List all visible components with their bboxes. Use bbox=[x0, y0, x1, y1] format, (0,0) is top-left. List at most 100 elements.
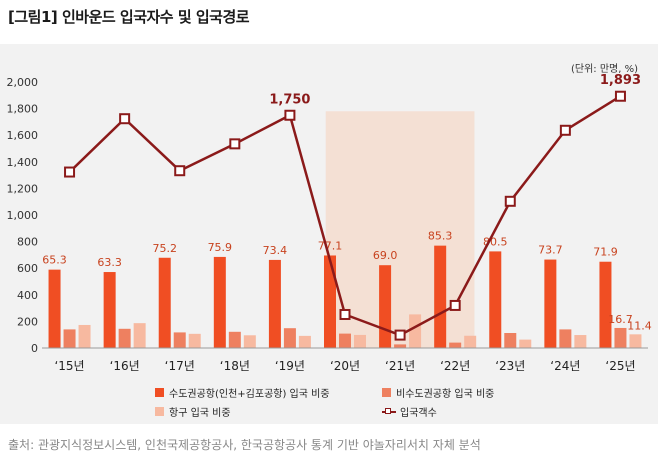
bar-metro bbox=[489, 251, 502, 348]
bar-data-label: 75.2 bbox=[152, 242, 177, 255]
x-tick-label: ‘19년 bbox=[275, 359, 305, 373]
legend-swatch bbox=[382, 388, 391, 397]
bar-port bbox=[298, 335, 311, 348]
source-note: 출처: 관광지식정보시스템, 인천국제공항공사, 한국공항공사 통계 기반 야놀… bbox=[8, 438, 481, 452]
y-tick-label: 400 bbox=[17, 289, 38, 302]
bar-metro bbox=[544, 259, 557, 348]
bar-port bbox=[78, 324, 91, 348]
bar-data-label: 71.9 bbox=[593, 246, 618, 259]
x-tick-label: ‘21년 bbox=[385, 359, 415, 373]
bar-metro bbox=[158, 257, 171, 348]
legend-item-nonmetro: 비수도권공항 입국 비중 bbox=[382, 385, 494, 400]
bar-nonmetro bbox=[283, 328, 296, 348]
bar-data-label: 77.1 bbox=[318, 239, 343, 252]
bar-metro bbox=[103, 272, 116, 348]
x-tick-label: ‘15년 bbox=[54, 359, 84, 373]
y-tick-label: 600 bbox=[17, 262, 38, 275]
y-tick-label: 1,400 bbox=[7, 156, 39, 169]
y-tick-label: 1,000 bbox=[7, 209, 39, 222]
y-tick-label: 800 bbox=[17, 236, 38, 249]
legend-label: 입국객수 bbox=[400, 408, 437, 419]
x-axis: ‘15년 ‘16년 ‘17년 ‘18년 ‘19년 ‘20년 ‘21년 ‘22년 ‘23년 ‘24년… bbox=[42, 347, 648, 373]
legend-item-metro: 수도권공항(인천+김포공항) 입국 비중 bbox=[155, 385, 330, 400]
legend-item-port: 항구 입국 비중 bbox=[155, 404, 231, 419]
bar-labels: 65.3 63.375.2 75.9 73.4 77.169.085.3 80.573.7… bbox=[42, 230, 651, 333]
bar-nonmetro bbox=[394, 344, 407, 348]
line-point bbox=[394, 329, 406, 341]
line-point bbox=[64, 166, 76, 178]
legend-line-marker bbox=[382, 407, 396, 416]
x-tick-label: ‘22년 bbox=[440, 359, 470, 373]
bar-port bbox=[133, 323, 146, 348]
y-tick-label: 200 bbox=[17, 315, 38, 328]
bar-data-label: 65.3 bbox=[42, 254, 67, 267]
bar-nonmetro bbox=[118, 328, 131, 348]
line-point bbox=[174, 165, 186, 177]
bar-metro bbox=[48, 269, 61, 348]
bar-port bbox=[629, 334, 642, 348]
line-point bbox=[559, 124, 571, 136]
bar-data-label: 85.3 bbox=[428, 230, 453, 243]
bar-port bbox=[409, 314, 422, 348]
line-point bbox=[284, 109, 296, 121]
bar-data-label: 69.0 bbox=[373, 249, 398, 262]
line-point bbox=[449, 299, 461, 311]
bar-nonmetro bbox=[173, 332, 186, 348]
bar-data-label: 11.4 bbox=[627, 319, 652, 332]
bar-data-label: 73.7 bbox=[538, 244, 563, 257]
bar-nonmetro bbox=[449, 342, 462, 348]
legend-label: 항구 입국 비중 bbox=[169, 408, 231, 419]
unit-note: (단위: 만명, %) bbox=[570, 64, 638, 75]
bar-metro bbox=[599, 261, 612, 348]
bar-port bbox=[464, 335, 477, 348]
bar-metro bbox=[434, 245, 447, 348]
legend-label: 비수도권공항 입국 비중 bbox=[396, 389, 495, 400]
x-tick-label: ‘20년 bbox=[330, 359, 360, 373]
chart-svg: 0 200 400 600 800 1,000 1,200 1,400 1,600 1,800 2,… bbox=[7, 73, 652, 373]
y-tick-label: 1,600 bbox=[7, 129, 39, 142]
line-point bbox=[614, 90, 626, 102]
x-tick-label: ‘18년 bbox=[220, 359, 250, 373]
legend-label: 수도권공항(인천+김포공항) 입국 비중 bbox=[169, 389, 330, 400]
line-point bbox=[339, 308, 351, 320]
bar-data-label: 63.3 bbox=[97, 256, 122, 269]
x-tick-label: ‘24년 bbox=[550, 359, 580, 373]
bar-nonmetro bbox=[339, 333, 351, 348]
line-point bbox=[229, 138, 241, 150]
chart-title: [그림1] 인바운드 입국자수 및 입국경로 bbox=[8, 8, 250, 26]
bar-data-label: 73.4 bbox=[263, 244, 288, 257]
y-tick-label: 2,000 bbox=[7, 76, 39, 89]
bar-metro bbox=[268, 259, 281, 348]
legend-item-arrivals: 입국객수 bbox=[382, 404, 437, 419]
bar-port bbox=[354, 334, 366, 348]
bar-metro bbox=[379, 265, 392, 348]
bar-nonmetro bbox=[63, 329, 76, 348]
bar-nonmetro bbox=[504, 333, 517, 348]
bar-port bbox=[574, 335, 587, 348]
bar-metro bbox=[324, 255, 336, 348]
y-axis: 0 200 400 600 800 1,000 1,200 1,400 1,600 1,800 2,… bbox=[7, 76, 39, 355]
y-tick-label: 0 bbox=[31, 342, 38, 355]
legend-swatch bbox=[155, 388, 164, 397]
bar-metro bbox=[213, 256, 226, 348]
line-data-label: 1,893 bbox=[600, 73, 641, 88]
line-point bbox=[119, 113, 131, 125]
line-series: 1,750 1,893 bbox=[64, 73, 641, 341]
bar-port bbox=[519, 339, 532, 348]
bar-port bbox=[188, 333, 201, 348]
y-tick-label: 1,800 bbox=[7, 103, 39, 116]
bar-nonmetro bbox=[559, 329, 572, 348]
x-tick-label: ‘16년 bbox=[110, 359, 140, 373]
bar-data-label: 75.9 bbox=[208, 241, 233, 254]
bar-nonmetro bbox=[228, 331, 241, 348]
bar-nonmetro bbox=[614, 327, 627, 348]
y-tick-label: 1,200 bbox=[7, 182, 39, 195]
x-tick-label: ‘23년 bbox=[495, 359, 525, 373]
line-point bbox=[504, 195, 516, 207]
x-tick-label: ‘25년 bbox=[605, 359, 635, 373]
x-tick-label: ‘17년 bbox=[165, 359, 195, 373]
legend-swatch bbox=[155, 407, 164, 416]
bar-data-label: 16.7 bbox=[608, 313, 633, 326]
bar-port bbox=[243, 335, 256, 348]
line-data-label: 1,750 bbox=[269, 92, 310, 107]
